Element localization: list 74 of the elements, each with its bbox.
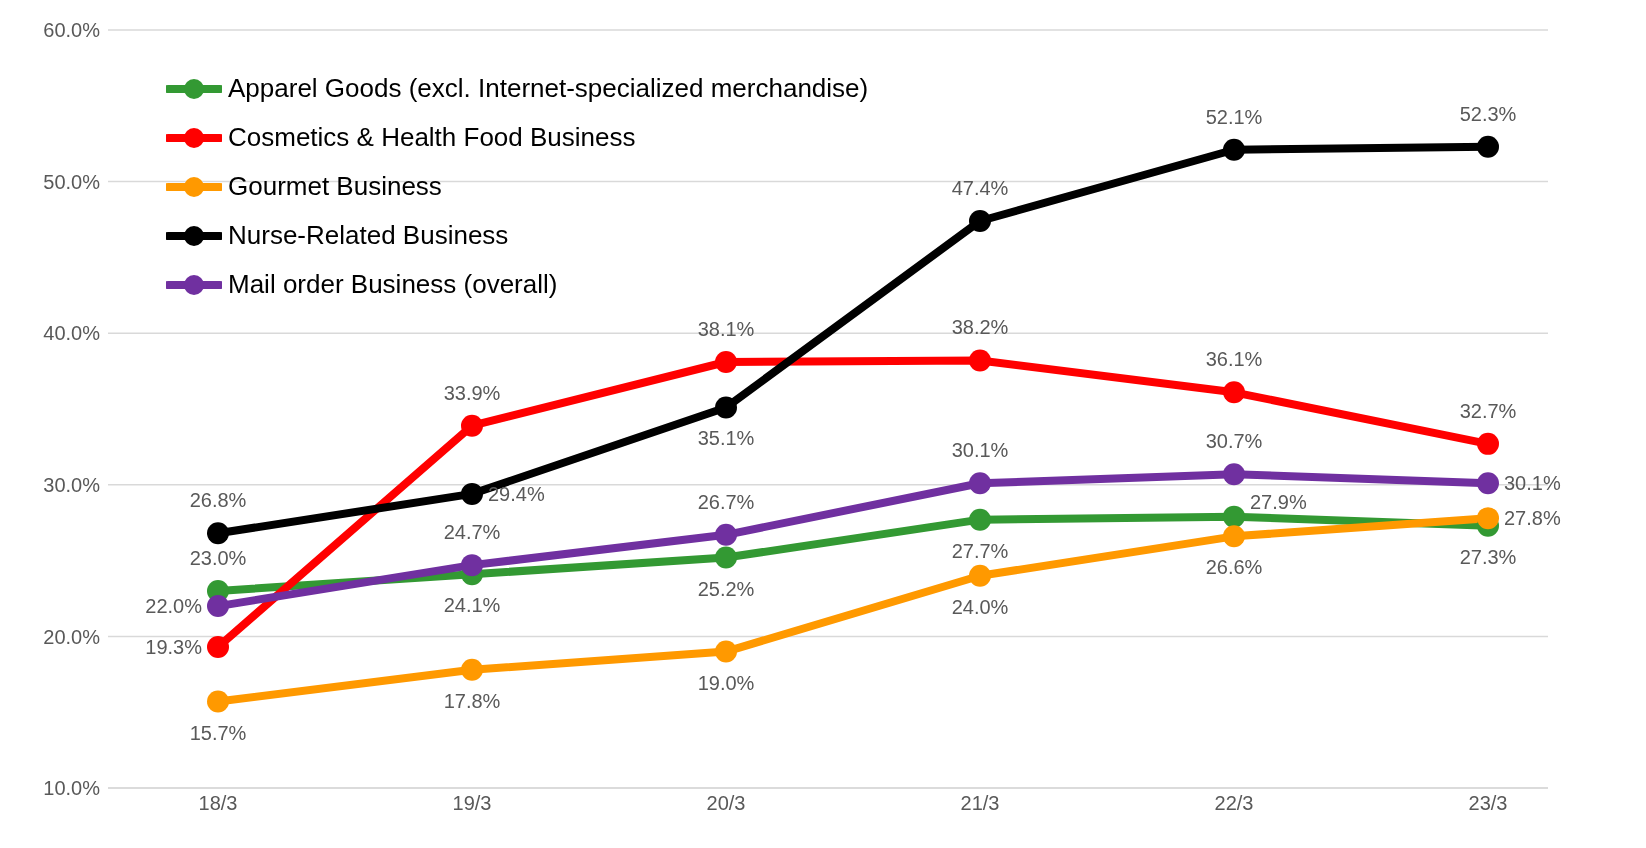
data-label: 25.2% [697,577,755,600]
data-label: 47.4% [951,177,1009,200]
point [715,396,737,419]
data-label: 26.6% [1205,556,1263,579]
point [207,522,229,545]
data-label: 26.8% [189,489,247,512]
point [715,523,737,546]
data-label: 19.3% [145,636,203,659]
point [461,658,483,681]
data-label: 24.7% [443,521,501,544]
y-tick-label: 60.0% [43,19,101,42]
data-label: 30.1% [1504,472,1561,495]
data-label: 33.9% [443,381,501,404]
x-tick-label: 23/3 [1468,792,1508,815]
data-label: 27.7% [951,539,1009,562]
data-label: 27.8% [1504,507,1561,530]
data-label: 26.7% [697,490,755,513]
point [969,349,991,372]
point [1223,381,1245,404]
data-label: 19.0% [697,671,755,694]
x-tick-label: 20/3 [706,792,746,815]
data-label: 24.1% [443,594,501,617]
point [969,210,991,233]
data-label: 52.3% [1459,102,1517,125]
point [1223,138,1245,161]
x-tick-label: 22/3 [1214,792,1254,815]
point [207,690,229,713]
data-label: 38.2% [951,316,1009,339]
point [1477,432,1499,455]
point [461,482,483,505]
point [969,472,991,495]
data-label: 29.4% [488,482,545,505]
legend-label: Cosmetics & Health Food Business [228,122,636,153]
point [1223,525,1245,548]
data-label: 15.7% [189,721,247,744]
x-tick-label: 21/3 [960,792,1000,815]
legend-label: Apparel Goods (excl. Internet-specialized merchandise) [228,73,869,104]
point [1477,472,1499,495]
legend-label: Nurse-Related Business [228,220,509,251]
point [969,564,991,587]
data-label: 30.1% [951,439,1009,462]
point [207,636,229,659]
data-label: 52.1% [1205,105,1263,128]
data-label: 27.3% [1459,545,1517,568]
data-label: 36.1% [1205,348,1263,371]
data-label: 17.8% [443,689,501,712]
data-label: 24.0% [951,595,1009,618]
point [1223,463,1245,486]
data-label: 38.1% [697,318,755,340]
point [207,595,229,618]
data-label: 22.0% [145,595,203,618]
y-tick-label: 40.0% [43,322,101,345]
y-tick-label: 30.0% [43,473,101,496]
point [715,640,737,663]
point [1477,507,1499,530]
x-tick-label: 18/3 [198,792,238,815]
data-label: 32.7% [1459,399,1517,422]
data-label: 35.1% [697,427,755,450]
data-label: 27.9% [1250,490,1307,513]
point [715,351,737,373]
legend-label: Gourmet Business [228,171,442,202]
data-label: 23.0% [189,546,247,569]
point [461,554,483,577]
data-label: 30.7% [1205,430,1263,453]
y-tick-label: 50.0% [43,170,101,193]
point [1477,135,1499,158]
point [461,414,483,437]
legend-label: Mail order Business (overall) [228,269,558,300]
point [969,508,991,531]
point [715,546,737,569]
y-tick-label: 20.0% [43,625,101,648]
point [1223,505,1245,528]
x-tick-label: 19/3 [452,792,492,815]
y-tick-label: 10.0% [43,777,101,800]
